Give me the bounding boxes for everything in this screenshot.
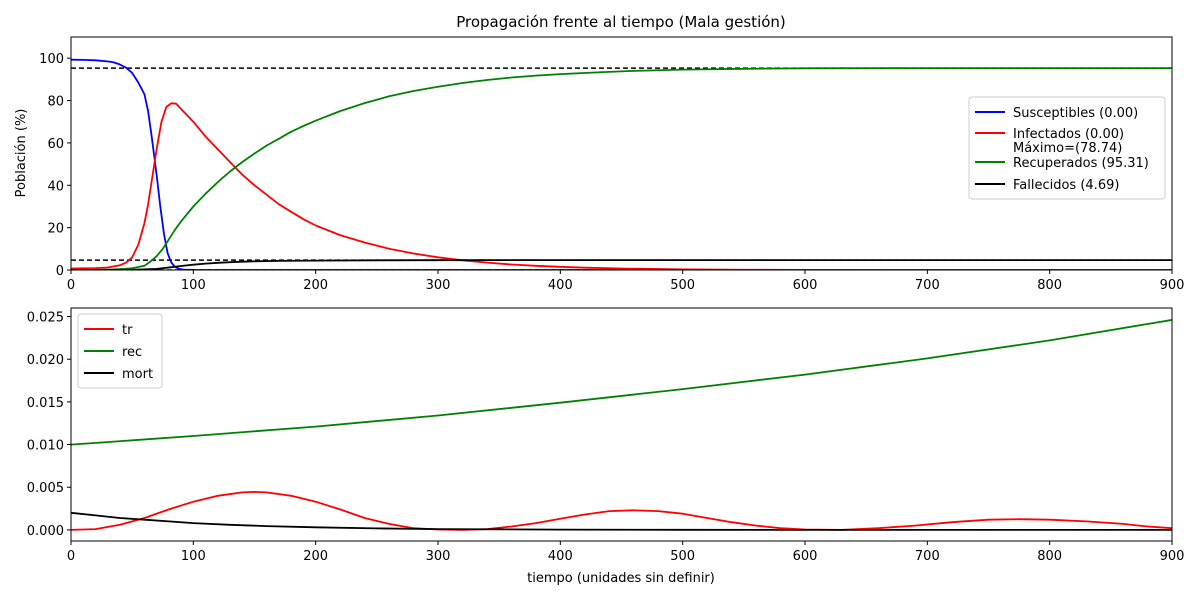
y-tick-label: 20 xyxy=(47,222,64,237)
legend-box xyxy=(968,96,1166,200)
x-tick-label: 900 xyxy=(1160,278,1185,293)
bottom-panel: tiempo (unidades sin definir) 0 100 200 300… xyxy=(27,307,1185,586)
x-tick-label: 700 xyxy=(915,278,940,293)
y-tick-label: 0.010 xyxy=(27,439,64,454)
chart-title: Propagación frente al tiempo (Mala gesti… xyxy=(456,13,786,31)
legend-label: Infectados (0.00) xyxy=(1013,127,1124,142)
x-tick-label: 900 xyxy=(1160,549,1185,564)
top-panel: Propagación frente al tiempo (Mala gesti… xyxy=(14,13,1184,293)
x-tick-label: 800 xyxy=(1037,549,1062,564)
x-tick-label: 500 xyxy=(670,549,695,564)
bottom-legend: tr rec mort xyxy=(77,313,163,389)
series-line-bottom-2 xyxy=(71,511,1172,531)
x-tick-label: 800 xyxy=(1037,278,1062,293)
bottom-plot-area: 0 100 200 300 400 500 600 700 800 900 0.000 0.005 0.… xyxy=(27,307,1185,564)
y-tick-label: 40 xyxy=(47,179,64,194)
y-tick-label: 0 xyxy=(56,264,64,279)
y-tick-label: 0.015 xyxy=(27,396,64,411)
top-plot-area: 0 100 200 300 400 500 600 700 800 900 0 20 40 60 80 100 xyxy=(39,36,1185,293)
legend-label: Fallecidos (4.69) xyxy=(1013,178,1119,193)
x-tick-label: 600 xyxy=(793,278,818,293)
y-tick-label: 100 xyxy=(39,52,64,67)
x-tick-label: 0 xyxy=(67,549,75,564)
x-tick-label: 500 xyxy=(670,278,695,293)
legend-label: Susceptibles (0.00) xyxy=(1013,106,1138,121)
x-tick-label: 0 xyxy=(67,278,75,293)
legend-label: tr xyxy=(122,323,133,338)
x-tick-label: 100 xyxy=(181,549,206,564)
x-tick-label: 700 xyxy=(915,549,940,564)
y-tick-label: 0.005 xyxy=(27,481,64,496)
x-tick-label: 300 xyxy=(426,549,451,564)
series-line-top-0 xyxy=(71,58,1172,270)
x-tick-label: 400 xyxy=(548,549,573,564)
plot-frame xyxy=(70,36,1173,271)
top-legend: Susceptibles (0.00) Infectados (0.00)Máxi… xyxy=(968,96,1166,200)
legend-label: Recuperados (95.31) xyxy=(1013,156,1149,171)
legend-label: mort xyxy=(122,367,153,382)
legend-box xyxy=(77,313,163,389)
legend-label: Máximo=(78.74) xyxy=(1013,141,1122,156)
series-line-top-2 xyxy=(71,67,1172,270)
series-line-top-1 xyxy=(71,102,1172,270)
x-tick-label: 100 xyxy=(181,278,206,293)
x-tick-label: 400 xyxy=(548,278,573,293)
x-axis-label: tiempo (unidades sin definir) xyxy=(527,571,715,586)
series-line-bottom-1 xyxy=(71,319,1172,446)
x-tick-label: 200 xyxy=(303,549,328,564)
plot-frame xyxy=(70,307,1173,542)
y-axis-label: Población (%) xyxy=(14,109,29,198)
x-tick-label: 200 xyxy=(303,278,328,293)
y-tick-label: 60 xyxy=(47,137,64,152)
y-tick-label: 80 xyxy=(47,95,64,110)
y-tick-label: 0.000 xyxy=(27,524,64,539)
legend-label: rec xyxy=(122,345,142,360)
x-tick-label: 600 xyxy=(793,549,818,564)
y-tick-label: 0.025 xyxy=(27,311,64,326)
y-tick-label: 0.020 xyxy=(27,353,64,368)
x-tick-label: 300 xyxy=(426,278,451,293)
series-line-top-3 xyxy=(71,259,1172,270)
series-line-bottom-0 xyxy=(71,491,1172,531)
